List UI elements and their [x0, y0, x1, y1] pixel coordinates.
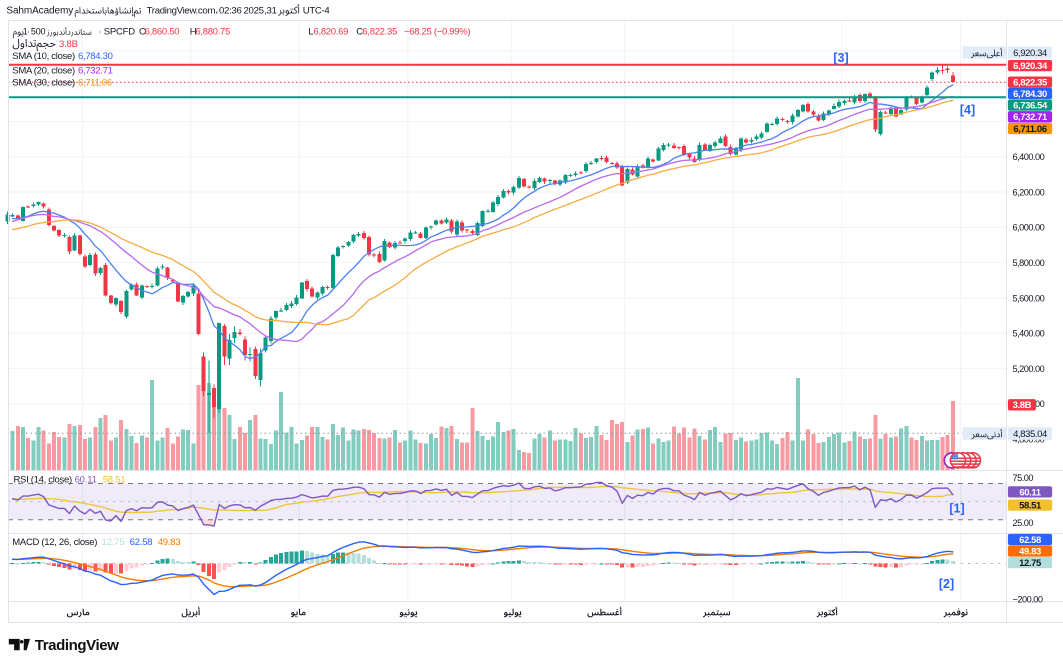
svg-text:C: C	[356, 27, 363, 38]
svg-text:6,711.06: 6,711.06	[78, 78, 112, 89]
svg-text:25.00: 25.00	[1013, 518, 1034, 528]
svg-text:L: L	[308, 27, 313, 38]
svg-text:6,784.30: 6,784.30	[78, 51, 113, 62]
svg-text:[1]: [1]	[949, 502, 964, 516]
svg-text:,31: ,31	[264, 6, 276, 17]
svg-text:5,400.00: 5,400.00	[1013, 329, 1045, 339]
svg-text:6,820.69: 6,820.69	[314, 27, 349, 38]
svg-text:5,800.00: 5,800.00	[1013, 258, 1045, 268]
svg-text:SMA (30, close): SMA (30, close)	[12, 78, 75, 89]
svg-text:6,920.34: 6,920.34	[1013, 48, 1047, 59]
svg-text:MACD (12, 26, close): MACD (12, 26, close)	[12, 537, 97, 548]
svg-text:6,400.00: 6,400.00	[1013, 152, 1045, 162]
svg-text:·: ·	[27, 27, 30, 37]
svg-text:6,822.35: 6,822.35	[1013, 78, 1048, 89]
svg-text:6,920.34: 6,920.34	[1013, 61, 1048, 72]
svg-text:6,822.35: 6,822.35	[362, 27, 397, 38]
svg-text:[3]: [3]	[833, 51, 848, 65]
svg-text:49.83: 49.83	[1019, 546, 1041, 557]
svg-text:6,736.54: 6,736.54	[1013, 101, 1048, 112]
svg-text:1: 1	[23, 27, 28, 37]
svg-text:3.8B: 3.8B	[59, 39, 78, 50]
svg-text:6,732.71: 6,732.71	[1013, 112, 1048, 123]
svg-text:62.58: 62.58	[1019, 535, 1041, 546]
svg-text:−200.00: −200.00	[1013, 595, 1043, 605]
svg-text:60.11: 60.11	[1019, 487, 1041, 498]
svg-text:58.51: 58.51	[103, 475, 126, 486]
svg-text:49.83: 49.83	[158, 537, 181, 548]
svg-text:6,784.30: 6,784.30	[1013, 89, 1047, 100]
svg-text:TradingView.com،: TradingView.com،	[147, 6, 219, 17]
svg-text:SMA (20, close): SMA (20, close)	[12, 65, 75, 76]
svg-text:6,000.00: 6,000.00	[1013, 223, 1045, 233]
svg-text:· SPCFD: · SPCFD	[98, 27, 135, 38]
svg-text:SahmAcademy: SahmAcademy	[6, 6, 73, 17]
svg-text:5,200.00: 5,200.00	[1013, 364, 1045, 374]
svg-text:58.51: 58.51	[1019, 501, 1042, 512]
svg-text:500: 500	[31, 27, 46, 37]
svg-text:5,600.00: 5,600.00	[1013, 293, 1045, 303]
svg-text:3.8B: 3.8B	[1013, 400, 1032, 411]
svg-text:4,835.04: 4,835.04	[1013, 429, 1047, 440]
svg-text:[4]: [4]	[960, 103, 975, 117]
svg-text:UTC-4: UTC-4	[303, 6, 331, 17]
svg-text:H: H	[190, 27, 197, 38]
svg-text:6,200.00: 6,200.00	[1013, 187, 1045, 197]
svg-text:[2]: [2]	[939, 577, 954, 591]
svg-text:SMA (10, close): SMA (10, close)	[12, 51, 75, 62]
svg-text:6,711.06: 6,711.06	[1013, 124, 1046, 135]
svg-text:2025: 2025	[244, 6, 264, 17]
svg-text:6,880.75: 6,880.75	[195, 27, 230, 38]
svg-text:60.11: 60.11	[75, 475, 97, 486]
svg-text:TradingView: TradingView	[35, 637, 119, 654]
svg-text:12.75: 12.75	[1019, 558, 1042, 569]
svg-text:O: O	[139, 27, 146, 38]
svg-text:12.75: 12.75	[102, 537, 125, 548]
svg-text:−68.25 (−0.99%): −68.25 (−0.99%)	[404, 27, 470, 38]
svg-text:62.58: 62.58	[130, 537, 153, 548]
svg-text:02:36: 02:36	[219, 6, 242, 17]
svg-text:6,860.50: 6,860.50	[145, 27, 180, 38]
svg-text:6,732.71: 6,732.71	[78, 65, 113, 76]
svg-text:RSI (14, close): RSI (14, close)	[14, 475, 72, 486]
svg-text:75.00: 75.00	[1013, 473, 1034, 483]
